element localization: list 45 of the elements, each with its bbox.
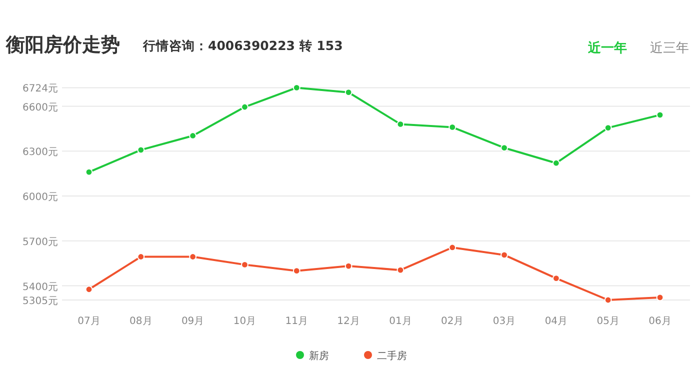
point <box>344 262 352 270</box>
point <box>604 124 612 132</box>
y-tick-label: 5305元 <box>22 296 58 307</box>
point <box>656 111 664 119</box>
x-tick-label: 07月 <box>78 316 100 327</box>
point <box>500 144 508 152</box>
x-tick-label: 12月 <box>337 316 360 327</box>
y-tick-label: 5400元 <box>22 282 58 293</box>
point <box>656 294 664 302</box>
point <box>85 168 93 176</box>
point <box>604 296 612 304</box>
legend-label: 二手房 <box>377 350 407 362</box>
x-tick-label: 01月 <box>389 316 412 327</box>
x-tick-label: 02月 <box>440 316 464 327</box>
x-tick-label: 09月 <box>181 316 204 327</box>
x-tick-label: 06月 <box>648 316 672 327</box>
x-tick-label: 11月 <box>285 316 308 327</box>
y-tick-label: 6300元 <box>22 147 58 158</box>
point <box>241 103 248 111</box>
point <box>137 146 145 154</box>
point <box>396 266 404 274</box>
point <box>137 253 145 260</box>
point <box>85 286 93 294</box>
point <box>396 120 404 128</box>
point <box>448 124 456 131</box>
x-tick-label: 03月 <box>492 316 516 327</box>
x-tick-label: 08月 <box>130 316 152 327</box>
text: 近三年 <box>650 41 689 56</box>
x-tick-label: 04月 <box>544 316 568 327</box>
y-tick-label: 5700元 <box>22 236 58 248</box>
point <box>448 244 456 252</box>
y-tick-label: 6000元 <box>22 192 58 204</box>
x-tick-label: 05月 <box>596 316 620 327</box>
point <box>552 159 560 167</box>
point <box>292 84 300 92</box>
point <box>500 251 508 259</box>
y-tick-label: 6600元 <box>22 102 58 114</box>
chart-subtitle: 行情咨询：4006390223 转 153 <box>142 38 343 53</box>
text: 近一年 <box>587 40 627 56</box>
y-tick-label: 6724元 <box>22 84 58 95</box>
x-tick-label: 10月 <box>233 316 256 327</box>
point <box>189 132 197 140</box>
chart-title: 衡阳房价走势 <box>5 34 120 56</box>
point <box>189 253 197 260</box>
legend-label: 新房 <box>309 350 329 362</box>
